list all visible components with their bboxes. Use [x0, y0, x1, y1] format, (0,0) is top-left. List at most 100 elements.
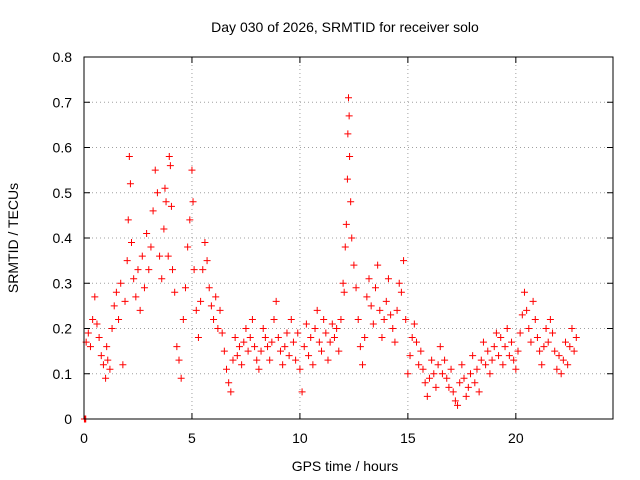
data-point [341, 243, 349, 251]
y-tick-label: 0 [64, 411, 72, 427]
data-point [546, 315, 554, 323]
data-point [160, 225, 168, 233]
y-tick-label: 0.6 [53, 140, 73, 156]
data-point [473, 365, 481, 373]
data-point [125, 153, 133, 161]
data-point [192, 306, 200, 314]
data-point [95, 334, 103, 342]
y-axis-label: SRMTID / TECUs [5, 183, 21, 293]
data-point [251, 343, 259, 351]
data-point [365, 275, 373, 283]
data-point [348, 234, 356, 242]
data-point [505, 352, 513, 360]
data-point [361, 334, 369, 342]
data-point [188, 166, 196, 174]
data-point [110, 302, 118, 310]
data-point [259, 325, 267, 332]
data-point [445, 383, 453, 391]
data-point [171, 288, 179, 296]
x-tick-label: 0 [80, 430, 88, 446]
data-point [520, 288, 528, 296]
data-point [553, 365, 561, 373]
data-point [285, 352, 293, 360]
data-point [536, 347, 544, 355]
data-point [134, 266, 142, 274]
data-point [231, 334, 239, 342]
data-point [464, 383, 472, 391]
data-point [253, 356, 261, 364]
x-tick-labels: 0 5 10 15 20 [80, 430, 524, 446]
data-point [397, 288, 405, 296]
data-point [136, 306, 144, 314]
data-point [121, 297, 129, 305]
data-point [561, 338, 569, 346]
data-point [559, 356, 567, 364]
data-point [115, 315, 123, 323]
data-point [417, 347, 425, 355]
data-point [112, 288, 120, 296]
data-point [486, 370, 494, 378]
data-point [471, 379, 479, 387]
data-point [345, 112, 353, 120]
data-point [488, 356, 496, 364]
data-point [220, 347, 228, 355]
plot-frame [83, 56, 614, 420]
data-point [514, 347, 522, 355]
data-point [229, 356, 237, 364]
data-point [246, 334, 254, 342]
data-point [415, 361, 423, 369]
data-point [324, 356, 332, 364]
data-point [223, 365, 231, 373]
data-point [495, 352, 503, 360]
data-point [161, 184, 169, 192]
data-point [393, 306, 401, 314]
y-tick-label: 0.7 [53, 94, 73, 110]
data-points [80, 94, 580, 423]
data-point [292, 356, 300, 364]
data-point [462, 392, 470, 400]
data-point [302, 320, 310, 328]
data-point [300, 343, 308, 351]
data-point [205, 284, 213, 292]
data-point [313, 306, 321, 314]
data-point [346, 153, 354, 161]
data-point [529, 297, 537, 305]
data-point [255, 365, 263, 373]
data-point [479, 338, 487, 346]
data-point [333, 325, 341, 332]
data-point [564, 361, 572, 369]
data-point [432, 383, 440, 391]
data-point [482, 361, 490, 369]
data-point [551, 347, 559, 355]
data-point [382, 297, 390, 305]
data-point [138, 252, 146, 260]
data-point [143, 229, 151, 237]
data-point [419, 365, 427, 373]
data-point [240, 338, 248, 346]
data-point [145, 266, 153, 274]
data-point [225, 379, 233, 387]
data-point [384, 275, 392, 283]
data-point [328, 320, 336, 328]
data-point [268, 338, 276, 346]
y-tick-label: 0.8 [53, 49, 73, 65]
data-point [128, 239, 136, 247]
data-point [108, 325, 116, 332]
data-point [248, 315, 256, 323]
data-point [533, 334, 541, 342]
data-point [270, 315, 278, 323]
data-point [177, 374, 185, 382]
data-point [104, 356, 112, 364]
y-tick-labels: 0 0.1 0.2 0.3 0.4 0.5 0.6 0.7 0.8 [53, 49, 73, 427]
data-point [367, 302, 375, 310]
data-point [347, 198, 355, 206]
data-point [527, 338, 535, 346]
data-point [97, 352, 105, 360]
data-point [499, 361, 507, 369]
data-point [425, 374, 433, 382]
data-point [266, 356, 274, 364]
data-point [130, 275, 138, 283]
data-point [167, 202, 175, 210]
data-point [186, 216, 194, 224]
data-point [257, 347, 265, 355]
